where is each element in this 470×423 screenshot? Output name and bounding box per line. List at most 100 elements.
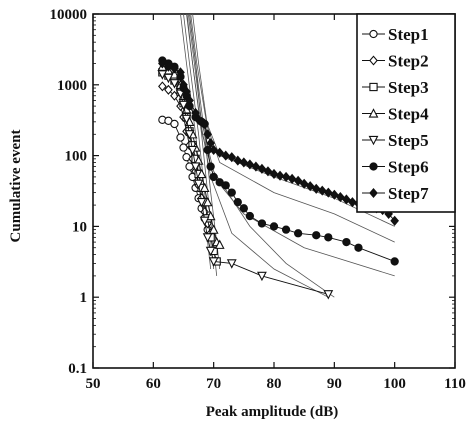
legend-label: Step4 bbox=[388, 105, 429, 124]
data-point bbox=[169, 79, 180, 89]
data-point bbox=[221, 181, 230, 190]
x-tick-label: 80 bbox=[267, 376, 282, 392]
data-point bbox=[348, 197, 357, 208]
data-point bbox=[158, 58, 167, 69]
data-point bbox=[239, 204, 248, 213]
fit-curve bbox=[192, 13, 395, 243]
data-point bbox=[179, 79, 188, 90]
data-point bbox=[190, 162, 201, 172]
y-tick-label: 0.1 bbox=[68, 361, 87, 377]
data-point bbox=[239, 157, 249, 168]
data-point bbox=[221, 150, 231, 161]
data-point bbox=[164, 84, 173, 95]
data-point bbox=[196, 198, 207, 208]
data-point bbox=[193, 179, 204, 190]
data-point bbox=[311, 183, 321, 194]
fit-curve bbox=[187, 13, 335, 298]
legend: Step1 Step2 Step3 Step4 Step5 Step6 Step7 bbox=[356, 13, 456, 213]
data-point bbox=[199, 182, 210, 193]
data-point bbox=[233, 155, 243, 166]
legend-item: Step4 bbox=[362, 105, 429, 124]
data-point bbox=[203, 129, 212, 140]
legend-label: Step3 bbox=[388, 78, 429, 97]
data-point bbox=[354, 243, 363, 252]
data-point bbox=[206, 138, 215, 149]
data-point bbox=[176, 133, 185, 142]
data-point bbox=[164, 61, 173, 72]
data-point bbox=[227, 188, 236, 197]
data-point bbox=[293, 229, 303, 238]
data-point bbox=[202, 196, 213, 207]
data-series bbox=[157, 56, 399, 300]
data-point bbox=[209, 144, 218, 156]
data-point bbox=[390, 257, 399, 266]
data-point bbox=[226, 259, 237, 269]
legend-label: Step7 bbox=[388, 184, 429, 203]
legend-marker bbox=[368, 135, 379, 146]
data-point bbox=[251, 161, 261, 172]
data-point bbox=[323, 290, 334, 300]
data-point bbox=[281, 225, 291, 234]
data-point bbox=[191, 107, 200, 119]
data-point bbox=[324, 233, 333, 242]
data-point bbox=[275, 170, 285, 181]
legend-marker bbox=[369, 162, 378, 171]
legend-item: Step5 bbox=[362, 131, 429, 150]
data-point bbox=[170, 119, 179, 129]
legend-label: Step1 bbox=[388, 25, 429, 44]
data-point bbox=[227, 152, 237, 163]
data-point bbox=[206, 162, 215, 171]
legend-marker bbox=[369, 82, 378, 92]
x-tick-label: 110 bbox=[444, 376, 466, 392]
data-point bbox=[170, 63, 179, 74]
data-point bbox=[281, 171, 291, 182]
data-point bbox=[163, 73, 174, 84]
legend-item: Step2 bbox=[362, 52, 429, 71]
data-point bbox=[182, 86, 191, 97]
data-point bbox=[205, 246, 216, 257]
data-point bbox=[199, 216, 210, 227]
x-axis: 50 60 70 80 90 100 110 bbox=[86, 14, 466, 392]
data-point bbox=[185, 95, 194, 106]
data-point bbox=[323, 187, 333, 198]
x-tick-label: 70 bbox=[206, 376, 221, 392]
data-point bbox=[257, 219, 267, 228]
data-point bbox=[269, 222, 279, 231]
data-point bbox=[245, 211, 255, 221]
data-point bbox=[233, 198, 242, 207]
data-point bbox=[208, 257, 219, 267]
legend-marker bbox=[369, 29, 378, 39]
y-tick-label: 1 bbox=[80, 290, 88, 306]
data-point bbox=[305, 181, 315, 192]
data-point bbox=[269, 168, 279, 180]
legend-item: Step3 bbox=[362, 78, 429, 97]
data-point bbox=[209, 172, 218, 182]
data-point bbox=[176, 67, 185, 78]
data-point bbox=[293, 175, 303, 186]
data-point bbox=[330, 189, 339, 200]
y-tick-label: 10000 bbox=[50, 7, 88, 23]
legend-marker bbox=[369, 55, 378, 66]
data-point bbox=[312, 231, 321, 240]
x-axis-title: Peak amplitude (dB) bbox=[206, 404, 339, 420]
legend-item: Step7 bbox=[362, 184, 429, 203]
series-step5 bbox=[157, 70, 334, 300]
data-point bbox=[342, 194, 351, 205]
legend-item: Step6 bbox=[362, 158, 429, 177]
legend-marker bbox=[368, 108, 379, 118]
data-point bbox=[317, 185, 327, 196]
data-point bbox=[299, 178, 309, 189]
data-point bbox=[215, 147, 225, 158]
data-point bbox=[263, 166, 273, 177]
data-point bbox=[158, 81, 167, 92]
x-tick-label: 60 bbox=[146, 376, 161, 392]
data-point bbox=[187, 145, 198, 156]
legend-item: Step1 bbox=[362, 25, 429, 44]
legend-marker bbox=[369, 187, 378, 199]
data-point bbox=[336, 191, 345, 203]
x-tick-label: 100 bbox=[383, 376, 406, 392]
data-point bbox=[257, 271, 267, 282]
y-tick-label: 100 bbox=[65, 149, 88, 165]
data-point bbox=[214, 239, 225, 249]
